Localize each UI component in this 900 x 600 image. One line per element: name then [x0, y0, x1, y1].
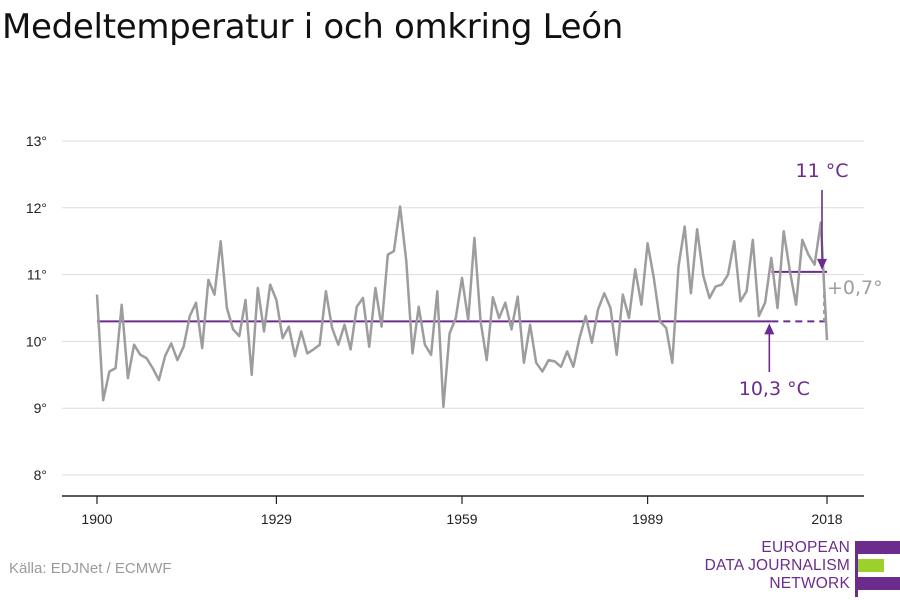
edjnet-logo: EUROPEAN DATA JOURNALISM NETWORK [700, 539, 900, 597]
logo-line-2: DATA JOURNALISM [704, 557, 850, 574]
x-tick-label: 1959 [446, 511, 477, 527]
y-axis-ticks: 8° 9° 10° 11° 12° 13° [26, 133, 47, 483]
annotations: 10,3 °C 11 °C +0,7° [739, 160, 883, 400]
logo-bar-stem [855, 541, 858, 597]
x-tick-label: 1900 [81, 511, 112, 527]
logo-text: EUROPEAN DATA JOURNALISM NETWORK [705, 539, 850, 593]
y-tick-label: 9° [34, 400, 47, 416]
baseline-average-label: 10,3 °C [739, 378, 810, 400]
logo-bar-bottom [856, 577, 900, 590]
y-tick-label: 12° [26, 200, 47, 216]
y-tick-label: 11° [27, 267, 47, 283]
recent-average-label: 11 °C [796, 160, 849, 182]
source-note: Källa: EDJNet / ECMWF [9, 560, 172, 577]
logo-line-3: NETWORK [769, 575, 850, 592]
x-tick-label: 1929 [261, 511, 292, 527]
logo-bar-top [856, 541, 900, 554]
x-tick-label: 1989 [632, 511, 663, 527]
logo-bar-mid [856, 559, 884, 572]
y-tick-label: 10° [26, 333, 47, 349]
temperature-series [95, 205, 829, 409]
difference-label: +0,7° [827, 277, 883, 299]
temperature-line [95, 205, 829, 409]
x-axis: 1900 1929 1959 1989 2018 [62, 495, 864, 527]
grid-lines [62, 140, 864, 476]
x-tick-label: 2018 [811, 511, 842, 527]
baseline-arrow-head [764, 323, 775, 335]
recent-arrow-head [817, 258, 827, 270]
y-tick-label: 13° [26, 133, 47, 149]
chart-title: Medeltemperatur i och omkring León [2, 7, 624, 47]
y-tick-label: 8° [34, 467, 47, 483]
logo-line-1: EUROPEAN [761, 539, 850, 556]
